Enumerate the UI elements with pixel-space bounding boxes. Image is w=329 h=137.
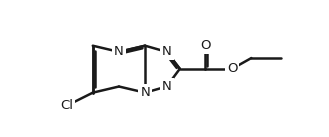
Text: Cl: Cl: [60, 99, 73, 112]
Text: N: N: [162, 45, 171, 58]
Text: N: N: [162, 80, 171, 93]
Text: O: O: [200, 39, 211, 52]
Text: O: O: [227, 62, 238, 75]
Text: N: N: [114, 45, 124, 58]
Text: N: N: [140, 86, 150, 99]
